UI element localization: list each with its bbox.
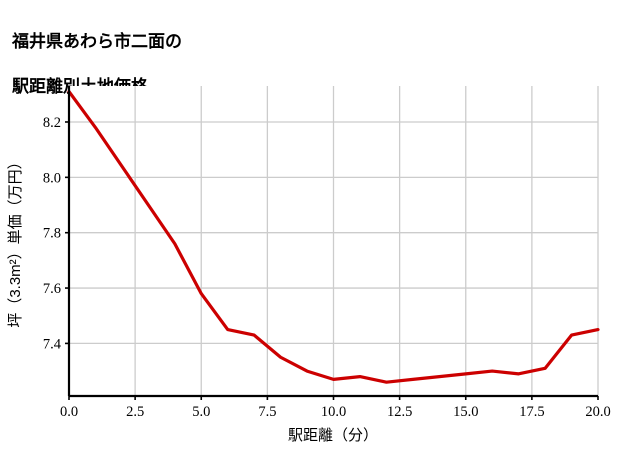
data-series-line (67, 89, 600, 384)
y-tick-label: 7.6 (43, 281, 61, 297)
gridlines (69, 86, 599, 396)
y-tick-label: 7.8 (43, 226, 61, 242)
x-tick-label: 15.0 (453, 404, 478, 420)
y-tick-label: 7.4 (43, 336, 62, 352)
y-tick-label: 8.2 (43, 115, 61, 131)
y-axis-title: 坪（3.3m²）単価（万円） (7, 154, 24, 327)
x-tick-label: 0.0 (60, 404, 78, 420)
x-tick-label: 10.0 (321, 404, 346, 420)
chart-title-line-1: 福井県あわら市二面の (12, 31, 182, 51)
x-tick-label: 12.5 (387, 404, 412, 420)
y-tick-labels: 7.4 7.6 7.8 8.0 8.2 (43, 115, 69, 352)
x-tick-label: 2.5 (126, 404, 144, 420)
x-tick-label: 7.5 (258, 404, 276, 420)
x-tick-label: 5.0 (192, 404, 210, 420)
x-tick-label: 20.0 (585, 404, 610, 420)
x-tick-label: 17.5 (519, 404, 544, 420)
x-axis-title: 駅距離（分） (288, 426, 378, 444)
x-tick-labels: 0.0 2.5 5.0 7.5 10.0 12.5 15.0 17.5 20.0 (60, 396, 611, 420)
data-series-group (67, 89, 600, 384)
y-tick-label: 8.0 (43, 170, 61, 186)
